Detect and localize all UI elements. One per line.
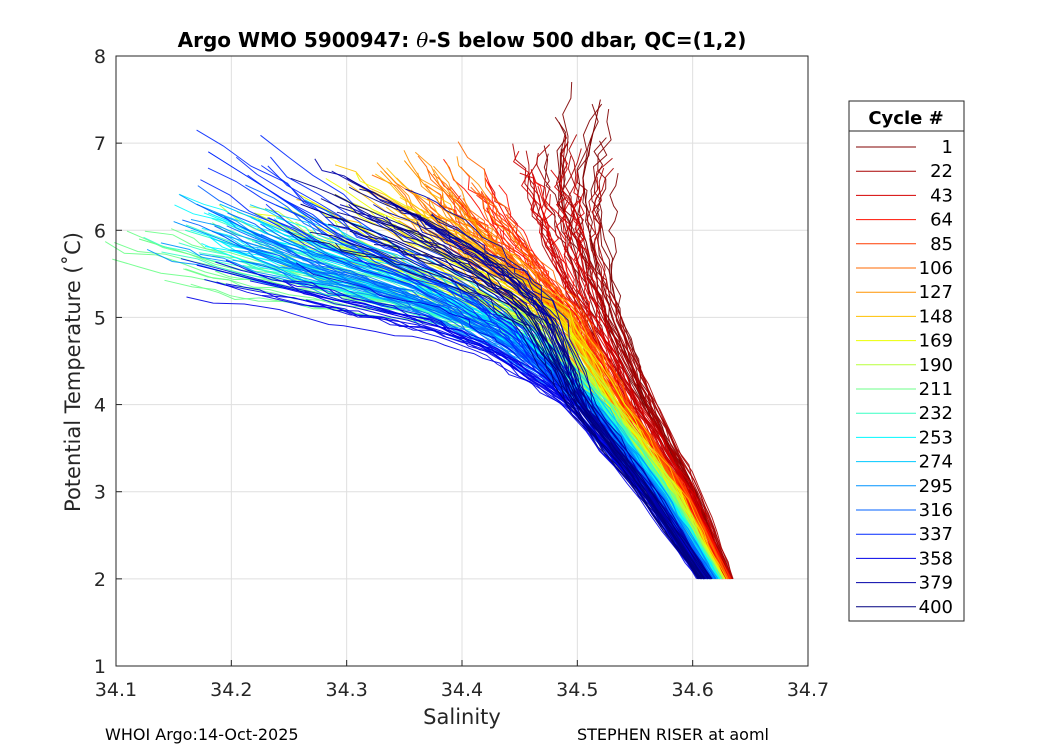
profile-line <box>224 216 712 580</box>
chart-title: Argo WMO 5900947: θ-S below 500 dbar, QC… <box>178 28 747 52</box>
y-axis-label: Potential Temperature (˚C) <box>61 232 85 512</box>
legend-label: 1 <box>942 137 953 158</box>
profile-line <box>457 141 729 580</box>
profile-line <box>591 157 732 580</box>
profile-line <box>399 196 725 580</box>
profile-line <box>325 216 699 580</box>
profile-line <box>572 200 732 580</box>
x-axis-ticks: 34.1 34.2 34.3 34.4 34.5 34.6 34.7 <box>95 660 829 701</box>
y-tick-label: 3 <box>94 482 106 504</box>
x-tick-label: 34.6 <box>672 679 714 701</box>
legend-label: 295 <box>919 476 953 497</box>
legend-label: 127 <box>919 282 953 303</box>
y-tick-label: 2 <box>94 569 106 591</box>
profile-line <box>560 158 729 580</box>
legend-label: 43 <box>930 185 953 206</box>
profile-line <box>216 281 703 580</box>
legend-label: 169 <box>919 331 953 352</box>
footer-left: WHOI Argo:14-Oct-2025 <box>105 725 299 744</box>
legend-entries: 1 22 43 64 85 106 127 148 169 190 211 232 253 274 295 3… <box>856 137 953 618</box>
legend-label: 85 <box>930 234 953 255</box>
profile-line <box>577 198 729 580</box>
profile-line <box>405 188 712 580</box>
x-tick-label: 34.4 <box>441 679 483 701</box>
series-400 <box>287 177 713 580</box>
footer-right: STEPHEN RISER at aoml <box>577 725 769 744</box>
legend-label: 379 <box>919 573 953 594</box>
y-axis-ticks: 1 2 3 4 5 6 7 8 <box>94 46 122 678</box>
x-tick-label: 34.2 <box>210 679 252 701</box>
profile-line <box>559 142 732 580</box>
legend-label: 232 <box>919 403 953 424</box>
legend-label: 400 <box>919 597 953 618</box>
y-tick-label: 8 <box>94 46 106 68</box>
profile-line <box>287 230 701 580</box>
legend-label: 190 <box>919 355 953 376</box>
x-axis-label: Salinity <box>423 705 501 729</box>
x-tick-label: 34.5 <box>556 679 598 701</box>
x-tick-label: 34.3 <box>326 679 368 701</box>
profile-line <box>359 188 709 580</box>
y-tick-label: 7 <box>94 133 106 155</box>
x-tick-label: 34.7 <box>787 679 829 701</box>
profile-line <box>348 186 705 580</box>
profile-line <box>245 261 716 580</box>
profile-line <box>586 176 734 580</box>
legend-label: 106 <box>919 258 953 279</box>
y-tick-label: 6 <box>94 220 106 242</box>
series-layer <box>104 81 734 580</box>
legend-title: Cycle # <box>868 108 943 129</box>
legend-label: 358 <box>919 548 953 569</box>
x-tick-label: 34.1 <box>95 679 137 701</box>
legend-label: 211 <box>919 379 953 400</box>
profile-line <box>480 191 729 580</box>
legend-label: 337 <box>919 524 953 545</box>
legend-label: 316 <box>919 500 953 521</box>
legend-label: 274 <box>919 452 953 473</box>
y-tick-label: 4 <box>94 395 106 417</box>
legend-label: 253 <box>919 427 953 448</box>
profile-line <box>431 213 713 580</box>
legend-label: 64 <box>930 210 953 231</box>
y-tick-label: 5 <box>94 307 106 329</box>
y-tick-label: 1 <box>94 656 106 678</box>
legend-label: 148 <box>919 306 953 327</box>
legend-label: 22 <box>930 161 953 182</box>
legend: Cycle # 1 22 43 64 85 106 127 148 169 190 211 232 25… <box>848 100 965 622</box>
profile-line <box>568 134 733 580</box>
profile-line <box>374 244 713 580</box>
